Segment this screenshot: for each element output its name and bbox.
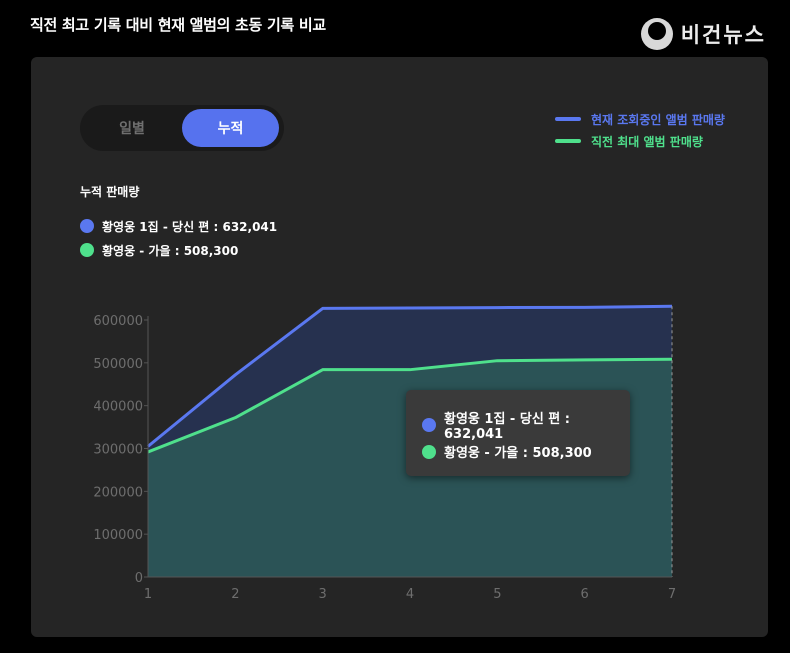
- series-dot-previous: [80, 243, 94, 257]
- chart-legend: 현재 조회중인 앨범 판매량 직전 최대 앨범 판매량: [555, 108, 725, 152]
- y-tick-label: 100000: [93, 528, 143, 543]
- summary-item-previous: 황영웅 - 가을 : 508,300: [80, 238, 277, 262]
- y-tick-label: 500000: [93, 357, 143, 372]
- toggle-daily-button[interactable]: 일별: [119, 121, 145, 137]
- summary-list: 황영웅 1집 - 당신 편 : 632,041 황영웅 - 가을 : 508,3…: [80, 214, 277, 262]
- y-tick-label: 0: [135, 571, 143, 586]
- y-tick-label: 300000: [93, 443, 143, 458]
- view-toggle: 일별 누적: [80, 105, 284, 151]
- y-tick-label: 600000: [93, 314, 143, 329]
- tooltip-dot-current: [422, 418, 436, 432]
- legend-line-current: [555, 117, 581, 121]
- series-line-1: [147, 357, 673, 454]
- bigeon-news-logo-icon: [640, 18, 673, 50]
- x-tick-label: 3: [319, 587, 327, 602]
- page-title: 직전 최고 기록 대비 현재 앨범의 초동 기록 비교: [30, 16, 326, 34]
- x-tick-label: 4: [406, 587, 414, 602]
- tooltip-dot-previous: [422, 444, 436, 459]
- legend-item-current: 현재 조회중인 앨범 판매량: [555, 108, 725, 130]
- legend-item-previous: 직전 최대 앨범 판매량: [555, 130, 725, 152]
- series-dot-current: [80, 219, 94, 233]
- legend-label-previous: 직전 최대 앨범 판매량: [591, 134, 703, 149]
- tooltip-item-previous: 황영웅 - 가을 : 508,300: [422, 442, 592, 461]
- summary-item-current: 황영웅 1집 - 당신 편 : 632,041: [80, 214, 277, 238]
- brand-logo: 비건뉴스: [640, 18, 766, 50]
- toggle-cumulative-button[interactable]: 누적: [182, 109, 279, 147]
- x-tick-label: 7: [668, 587, 676, 602]
- legend-line-previous: [555, 139, 581, 143]
- chart-tooltip: 황영웅 1집 - 당신 편 : 632,041 황영웅 - 가을 : 508,3…: [406, 390, 630, 476]
- section-title: 누적 판매량: [80, 185, 140, 199]
- x-tick-label: 5: [493, 587, 501, 602]
- brand-logo-text: 비건뉴스: [680, 23, 766, 47]
- tooltip-item-current: 황영웅 1집 - 당신 편 : 632,041: [422, 408, 630, 442]
- tooltip-label-previous: 황영웅 - 가을 : 508,300: [444, 446, 592, 461]
- summary-label-previous: 황영웅 - 가을 : 508,300: [102, 243, 239, 258]
- tooltip-label-current: 황영웅 1집 - 당신 편 : 632,041: [444, 412, 570, 442]
- x-tick-label: 2: [231, 587, 239, 602]
- legend-label-current: 현재 조회중인 앨범 판매량: [591, 112, 725, 127]
- y-tick-label: 200000: [93, 485, 143, 500]
- x-tick-label: 6: [581, 587, 589, 602]
- y-tick-label: 400000: [93, 400, 143, 415]
- series-line-0: [147, 304, 673, 448]
- summary-label-current: 황영웅 1집 - 당신 편 : 632,041: [102, 219, 278, 234]
- x-tick-label: 1: [144, 587, 152, 602]
